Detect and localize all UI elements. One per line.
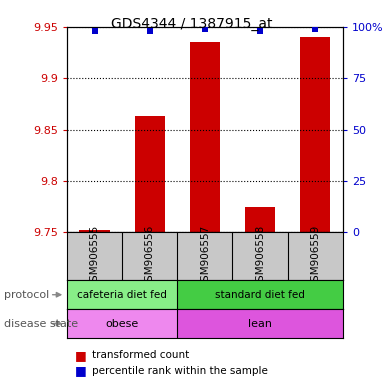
Text: GDS4344 / 1387915_at: GDS4344 / 1387915_at (111, 17, 272, 31)
Point (202, 26, 208, 32)
Bar (67, 309, 177, 338)
Text: disease state: disease state (4, 318, 78, 329)
Text: protocol: protocol (4, 290, 49, 300)
Bar (245, 207, 275, 232)
Text: transformed count: transformed count (92, 350, 189, 360)
Text: GSM906558: GSM906558 (255, 225, 265, 288)
Point (312, 26, 318, 32)
Text: GSM906555: GSM906555 (90, 225, 100, 288)
Text: percentile rank within the sample: percentile rank within the sample (92, 366, 268, 376)
Text: GSM906557: GSM906557 (200, 225, 210, 288)
Bar (67, 280, 177, 309)
Text: ■: ■ (75, 349, 87, 362)
Text: GSM906556: GSM906556 (145, 225, 155, 288)
Bar (177, 309, 343, 338)
Bar (300, 37, 331, 232)
Point (257, 28, 263, 34)
Bar (177, 280, 343, 309)
Bar (134, 116, 165, 232)
Text: lean: lean (248, 318, 272, 329)
Text: GSM906559: GSM906559 (310, 225, 320, 288)
Text: obese: obese (106, 318, 139, 329)
Text: ■: ■ (75, 364, 87, 377)
Bar (190, 42, 220, 232)
Text: cafeteria diet fed: cafeteria diet fed (77, 290, 167, 300)
Point (147, 28, 153, 34)
Text: standard diet fed: standard diet fed (215, 290, 305, 300)
Bar (79, 230, 110, 232)
Point (92, 28, 98, 34)
